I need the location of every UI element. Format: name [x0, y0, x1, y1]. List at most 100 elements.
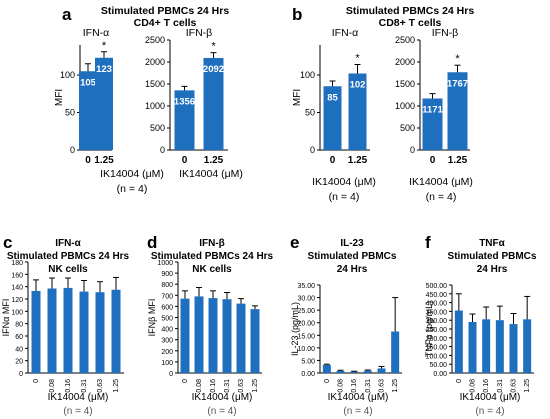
chart-a2-bar-0: [174, 90, 195, 150]
chart-a2-ytick-label-4: 2000: [145, 57, 165, 67]
chart-a2-ytick-label-1: 500: [150, 123, 165, 133]
chart-a2-cat-label-1: 1.25: [204, 155, 224, 166]
panel-f-subtitle-2: 24 Hrs: [477, 264, 508, 275]
chart-b1-ytick-label-2: 100: [300, 70, 315, 80]
chart-e-bar-1: [336, 370, 345, 373]
chart-a2-sig-1: *: [211, 41, 216, 53]
chart-a2-data-label-0: 1356: [174, 96, 195, 107]
chart-d-ytick-label-7: 700: [161, 293, 173, 300]
panel-d-n: (n = 4): [207, 406, 236, 417]
panel-label-a: a: [62, 5, 72, 24]
chart-c-bar-3: [79, 291, 89, 373]
chart-d-bar-3: [222, 299, 232, 373]
chart-b1-ytick-label-1: 50: [305, 108, 315, 118]
chart-a1-data-label-0: 105: [80, 77, 97, 88]
chart-e-ytick-label-0: 0.00: [301, 371, 315, 378]
panel-d-subtitle: Stimulated PBMCs 24 Hrs: [151, 251, 274, 262]
chart-b2-ytick-label-0: 0: [410, 145, 415, 155]
chart-f-ytick-label-1: 50.00: [429, 362, 447, 369]
panel-f-title: TNFα: [479, 238, 505, 249]
panel-c-title: IFN-α: [55, 238, 81, 249]
chart-b2-sig-1: *: [455, 53, 460, 65]
panel-b-title: Stimulated PBMCs 24 Hrs: [346, 5, 475, 17]
chart-a2-ytick-label-2: 1000: [145, 101, 165, 111]
chart-b1-ytick-label-0: 0: [310, 145, 315, 155]
chart-a2-bar-1: [203, 57, 224, 151]
chart-e-bar-5: [391, 331, 400, 373]
chart-b2-ytick-label-5: 2500: [395, 35, 415, 45]
chart-d-ylabel: IFNβ MFI: [147, 299, 157, 337]
chart-f-bar-2: [482, 319, 491, 373]
chart-e-cat-label-5: 1.25: [392, 379, 399, 393]
chart-d-bar-0: [180, 298, 190, 373]
chart-f-cat-label-0: 0: [456, 379, 463, 383]
panel-c-n: (n = 4): [63, 406, 92, 417]
panel-f-subtitle: Stimulated PBMCs: [448, 251, 537, 262]
panel-label-b: b: [292, 5, 302, 24]
panel-a-subtitle: CD4+ T cells: [134, 17, 197, 29]
chart-c-bar-1: [47, 288, 57, 373]
chart-f-cat-label-3: 0.31: [497, 379, 504, 393]
chart-b2-data-label-1: 1767: [447, 78, 468, 89]
chart-c-ytick-label-9: 180: [11, 260, 23, 267]
chart-b2-ytick-label-2: 1000: [395, 101, 415, 111]
panel-label-e: e: [290, 233, 299, 252]
chart-b1-title: IFN-α: [332, 27, 358, 39]
chart-c-cat-label-0: 0: [33, 379, 40, 383]
chart-c-ytick-label-7: 140: [11, 285, 23, 292]
chart-c-bar-0: [31, 290, 41, 373]
chart-b2-cat-label-1: 1.25: [448, 155, 468, 166]
chart-a1-sig-1: *: [102, 40, 107, 52]
chart-c-ytick-label-3: 60: [15, 334, 23, 341]
chart-f-ytick-label-5: 250.00: [426, 327, 448, 334]
chart-e-ytick-label-3: 15.00: [297, 333, 315, 340]
chart-b2-title: IFN-β: [432, 27, 458, 39]
chart-d-ytick-label-10: 1000: [157, 260, 173, 267]
panel-d-title: IFN-β: [199, 238, 225, 249]
chart-e-bar-2: [350, 371, 359, 373]
chart-a2-ytick-label-0: 0: [160, 145, 165, 155]
chart-f-ytick-label-9: 450.00: [426, 292, 448, 299]
panel-e-subtitle: Stimulated PBMCs: [308, 251, 397, 262]
chart-b1-ylabel: MFI: [292, 89, 303, 106]
chart-f-bar-4: [509, 324, 518, 373]
chart-e-ytick-label-5: 25.00: [297, 308, 315, 315]
panel-d-subtitle-2: NK cells: [192, 264, 232, 275]
chart-e-cat-label-0: 0: [324, 379, 331, 383]
chart-c-cat-label-4: 0.63: [97, 379, 104, 393]
chart-e-ytick-label-4: 20.00: [297, 321, 315, 328]
chart-c-bar-5: [111, 289, 121, 373]
chart-b1-data-label-0: 85: [327, 92, 338, 103]
chart-e-ylabel: IL-23 (pg/mL): [290, 302, 300, 356]
chart-f-ytick-label-6: 300.00: [426, 318, 448, 325]
chart-d-cat-label-2: 0.16: [210, 379, 217, 393]
chart-c-bar-2: [63, 287, 73, 373]
chart-c-ytick-label-5: 100: [11, 309, 23, 316]
panel-b-subtitle: CD8+ T cells: [379, 17, 442, 29]
panel-c-subtitle: Stimulated PBMCs 24 Hrs: [7, 251, 130, 262]
panel-c-subtitle-2: NK cells: [48, 264, 88, 275]
chart-c-ytick-label-6: 120: [11, 297, 23, 304]
panel-e-title: IL-23: [340, 238, 364, 249]
panel-label-d: d: [147, 233, 157, 252]
chart-d-cat-label-1: 0.08: [196, 379, 203, 393]
chart-a2-ytick-label-3: 1500: [145, 79, 165, 89]
panel-f-n: (n = 4): [475, 406, 504, 417]
chart-f-ylabel: TNFα (pg/mL): [424, 301, 434, 357]
chart-f-ytick-label-3: 150.00: [426, 345, 448, 352]
panel-e-subtitle-2: 24 Hrs: [337, 264, 368, 275]
chart-d-cat-label-0: 0: [182, 379, 189, 383]
chart-f-ytick-label-7: 350.00: [426, 309, 448, 316]
chart-c-cat-label-3: 0.31: [81, 379, 88, 393]
chart-e-ytick-label-7: 35.00: [297, 283, 315, 290]
chart-a1-bar-1: [95, 57, 113, 150]
chart-a1-ylabel: MFI: [54, 89, 65, 106]
panel-a-title: Stimulated PBMCs 24 Hrs: [101, 5, 230, 17]
chart-b1-bar-1: [348, 73, 367, 150]
chart-d-ytick-label-2: 200: [161, 349, 173, 356]
chart-d-cat-label-5: 1.25: [252, 379, 259, 393]
chart-b2-data-label-0: 1171: [422, 104, 443, 115]
chart-f-bar-3: [495, 320, 504, 373]
panel-b-n: (n = 4): [329, 191, 360, 203]
chart-e-ytick-label-6: 30.00: [297, 296, 315, 303]
